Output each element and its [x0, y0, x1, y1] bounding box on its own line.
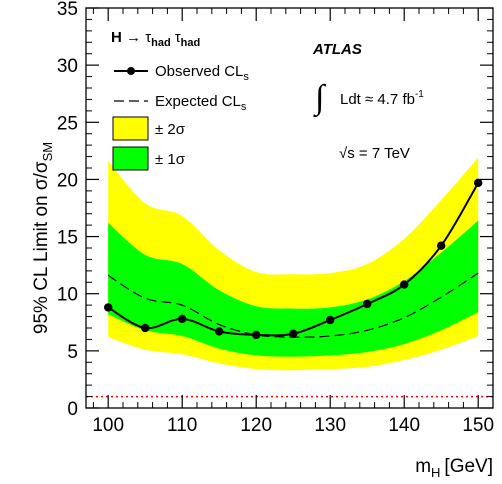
observed-point: [178, 314, 187, 324]
observed-point: [252, 330, 261, 340]
legend-band2-swatch: [112, 116, 149, 141]
observed-point: [215, 327, 224, 336]
y-tick-label: 15: [57, 228, 78, 249]
y-tick-label: 25: [57, 113, 78, 134]
y-axis-title-sub: SM: [40, 142, 55, 162]
legend-expected-label: Expected CLs: [155, 93, 247, 113]
y-tick-label: 20: [57, 170, 78, 191]
y-tick-label: 0: [67, 399, 78, 420]
y-axis-title: 95% CL Limit on σ/σSM: [31, 142, 55, 334]
observed-point: [400, 280, 409, 289]
integral-sign: ∫: [313, 79, 327, 118]
experiment-label: ATLAS: [312, 41, 362, 58]
luminosity-label: Ldt ≈ 4.7 fb-1: [340, 89, 424, 108]
legend-observed-label: Observed CLs: [155, 63, 249, 83]
legend-band1-swatch: [112, 146, 149, 171]
uncertainty-bands: [108, 157, 479, 371]
y-tick-label: 10: [57, 285, 78, 306]
band-1sigma: [108, 220, 479, 357]
legend-title: H → τhad τhad: [111, 29, 200, 49]
plot-frame-border: [85, 7, 494, 409]
x-tick-label: 100: [92, 415, 124, 436]
limit-lines: [86, 178, 493, 398]
x-tick-label: 140: [388, 415, 420, 436]
legend-band2-label: ± 2σ: [155, 121, 186, 138]
legend-band1-label: ± 1σ: [155, 151, 186, 168]
observed-point: [289, 329, 298, 338]
energy-label: √s = 7 TeV: [339, 145, 410, 162]
annotations: ATLAS ∫ Ldt ≈ 4.7 fb-1 √s = 7 TeV: [312, 41, 424, 162]
x-tick-label: 110: [167, 415, 197, 436]
y-tick-label: 5: [67, 342, 78, 363]
x-tick-label: 120: [240, 415, 272, 436]
observed-point: [141, 323, 150, 333]
plot-frame: [85, 7, 494, 409]
x-axis-title: mH [GeV]: [415, 456, 493, 480]
x-tick-label: 130: [314, 415, 346, 436]
observed-point: [363, 299, 372, 309]
observed-point: [437, 241, 446, 250]
legend: H → τhad τhad Observed CLs Expected CLs ±…: [111, 29, 249, 171]
observed-point: [326, 315, 335, 325]
observed-point: [104, 303, 113, 312]
x-tick-label: 150: [462, 415, 494, 436]
y-tick-label: 30: [57, 56, 78, 77]
x-axis-title-sub: H: [431, 465, 440, 480]
y-tick-label: 35: [57, 0, 78, 20]
axis-ticks: 100 110 120 130 140 150 0 5 10 15 20 25 30 35: [57, 0, 494, 436]
observed-point: [474, 178, 483, 188]
legend-observed-marker: [127, 67, 135, 75]
